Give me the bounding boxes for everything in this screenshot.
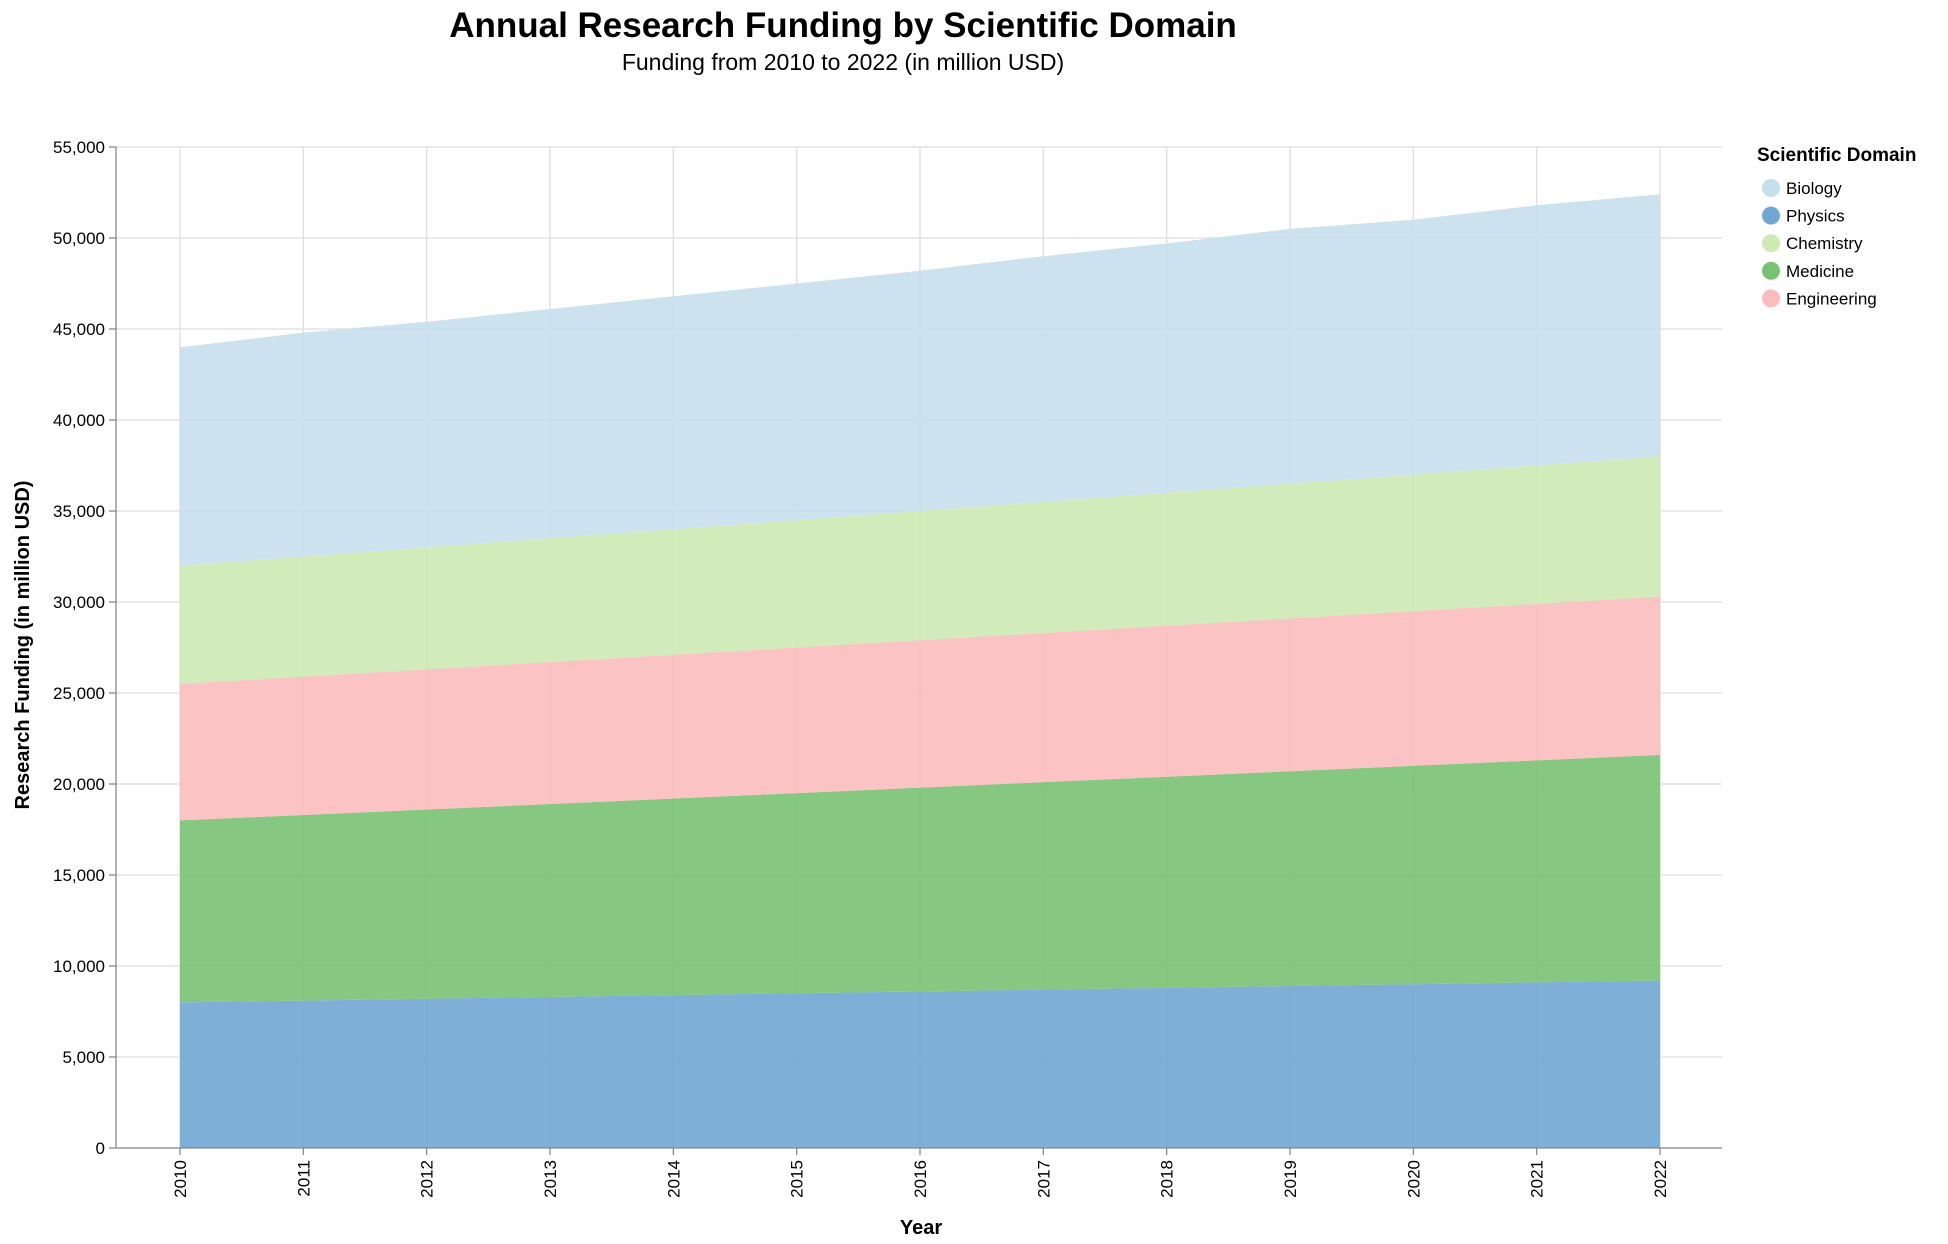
- area-chemistry: [180, 456, 1660, 684]
- x-tick-label: 2012: [418, 1160, 437, 1198]
- legend-label-engineering: Engineering: [1786, 289, 1877, 308]
- y-tick-label: 15,000: [53, 866, 105, 885]
- x-tick-label: 2020: [1404, 1160, 1423, 1198]
- y-axis-title: Research Funding (in million USD): [12, 481, 34, 810]
- legend-label-biology: Biology: [1786, 179, 1842, 198]
- y-tick-label: 50,000: [53, 229, 105, 248]
- area-biology: [180, 194, 1660, 566]
- y-tick-label: 35,000: [53, 502, 105, 521]
- legend-swatch-physics: [1762, 206, 1780, 225]
- legend-title: Scientific Domain: [1757, 145, 1916, 166]
- chart-title: Annual Research Funding by Scientific Do…: [449, 6, 1237, 45]
- legend-swatch-medicine: [1762, 261, 1780, 280]
- legend-label-physics: Physics: [1786, 207, 1845, 226]
- y-tick-label: 5,000: [62, 1048, 105, 1067]
- chart-subtitle: Funding from 2010 to 2022 (in million US…: [622, 49, 1064, 75]
- y-tick-label: 45,000: [53, 320, 105, 339]
- y-tick-label: 25,000: [53, 684, 105, 703]
- legend-label-medicine: Medicine: [1786, 262, 1854, 281]
- legend: Scientific Domain Biology Physics Chemistr…: [1757, 145, 1916, 308]
- legend-swatch-biology: [1762, 179, 1780, 197]
- x-tick-label: 2015: [788, 1160, 807, 1198]
- legend-swatch-chemistry: [1762, 234, 1780, 253]
- x-tick-label: 2021: [1528, 1160, 1547, 1198]
- x-axis-title: Year: [900, 1217, 942, 1239]
- x-tick-label: 2022: [1651, 1160, 1670, 1198]
- y-tick-label: 55,000: [53, 138, 105, 157]
- x-tick-label: 2013: [541, 1160, 560, 1198]
- y-tick-label: 40,000: [53, 411, 105, 430]
- area-medicine: [180, 754, 1660, 1003]
- x-tick-label: 2018: [1158, 1160, 1177, 1198]
- axes: 0 5,000 10,000 15,000 20,000 25,000 30,000 35,0…: [53, 138, 1722, 1198]
- x-tick-label: 2019: [1281, 1160, 1300, 1198]
- area-series: [180, 194, 1660, 1148]
- legend-label-chemistry: Chemistry: [1786, 234, 1863, 253]
- area-physics: [180, 980, 1660, 1148]
- x-tick-label: 2017: [1034, 1160, 1053, 1198]
- legend-swatch-engineering: [1762, 289, 1780, 308]
- x-tick-label: 2010: [171, 1160, 190, 1198]
- x-tick-label: 2011: [294, 1160, 313, 1197]
- y-tick-label: 20,000: [53, 775, 105, 794]
- area-engineering: [180, 596, 1660, 821]
- x-tick-label: 2016: [911, 1160, 930, 1198]
- x-tick-label: 2014: [664, 1160, 683, 1198]
- y-tick-label: 0: [96, 1139, 105, 1158]
- y-tick-label: 30,000: [53, 593, 105, 612]
- y-tick-label: 10,000: [53, 957, 105, 976]
